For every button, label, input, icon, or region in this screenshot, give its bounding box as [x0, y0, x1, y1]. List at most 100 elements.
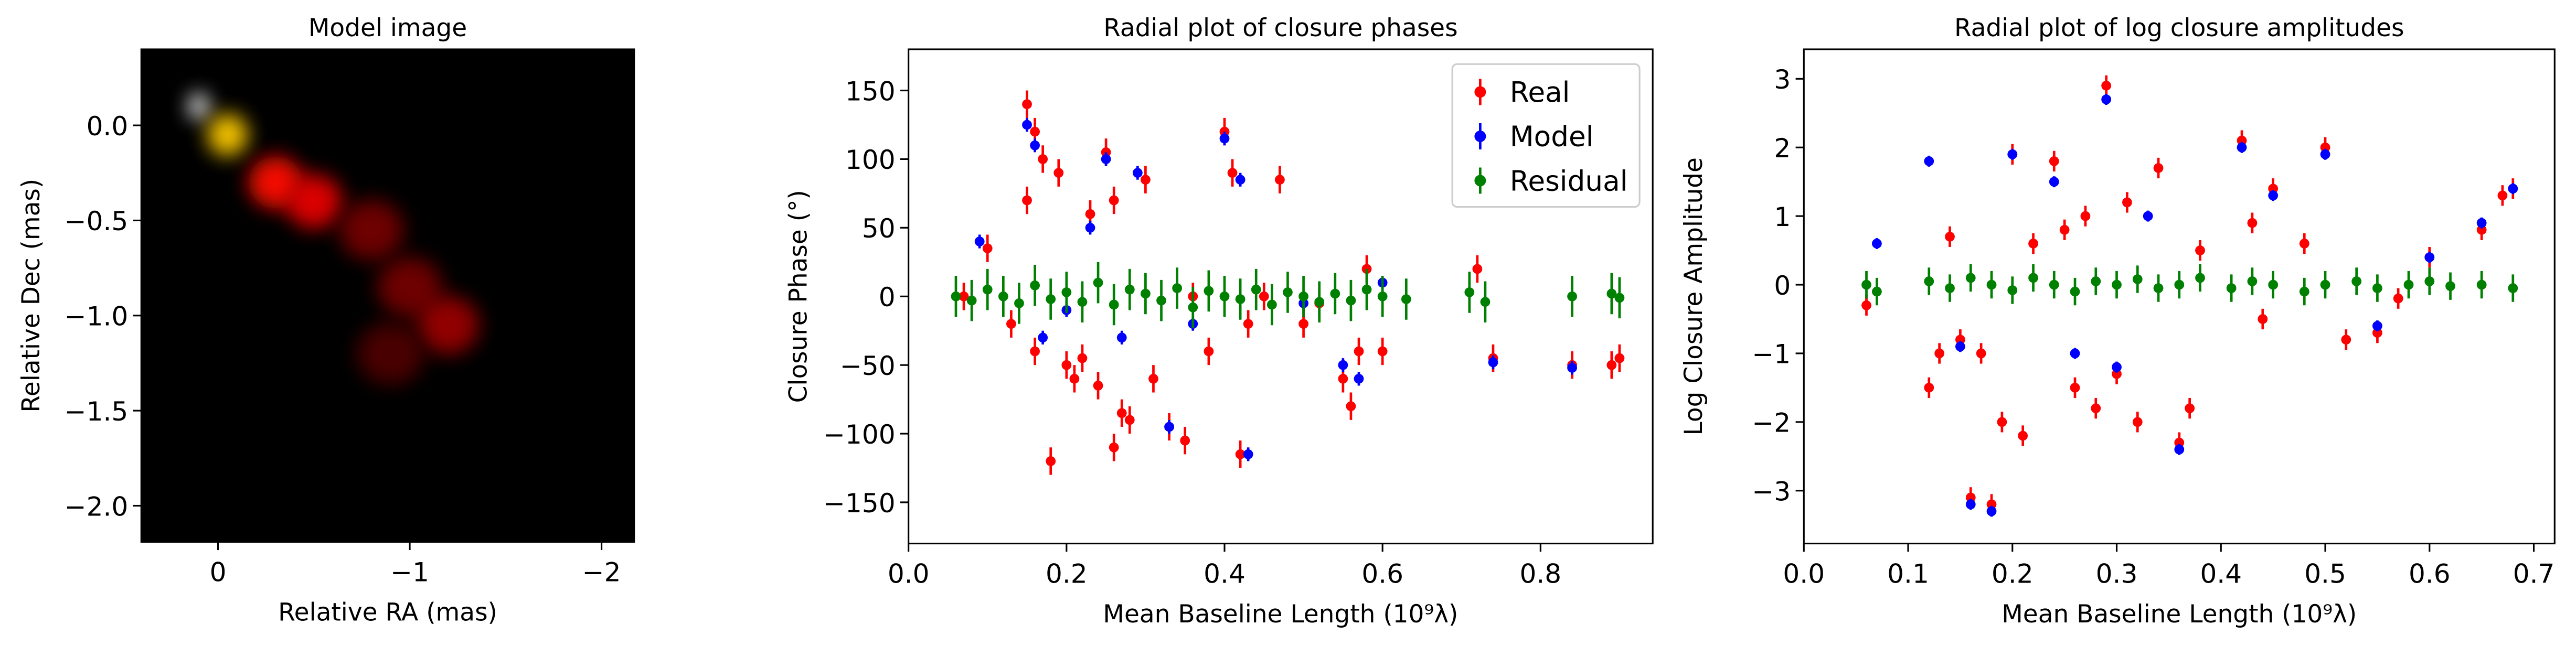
panel: 0.0 0.1 0.2 0.3 0.4 0.5 0.6 0.7 −3 −2 −1 0 1 2 3 Radial… — [1679, 14, 2556, 629]
point — [1156, 295, 1166, 306]
point — [2049, 177, 2059, 187]
point — [1030, 126, 1040, 137]
y-tick-label: −2 — [1752, 407, 1791, 438]
point — [2403, 279, 2414, 290]
point — [1567, 363, 1577, 373]
point — [1976, 348, 1986, 359]
point — [2299, 286, 2309, 297]
point — [1266, 299, 1277, 310]
point — [2237, 142, 2247, 153]
point — [1401, 294, 1411, 304]
point — [1354, 373, 1364, 384]
y-tick-label: −150 — [823, 488, 896, 519]
point — [2185, 403, 2195, 414]
point — [1038, 154, 1048, 164]
point — [1219, 133, 1230, 144]
point — [959, 291, 969, 302]
point — [2112, 362, 2122, 372]
point — [1965, 273, 1976, 283]
point — [2018, 430, 2028, 441]
point — [1377, 346, 1388, 357]
x-tick-label: 0.6 — [2409, 558, 2451, 589]
x-tick-label: 0.7 — [2513, 558, 2555, 589]
point — [1986, 279, 1997, 290]
point — [2320, 142, 2330, 153]
point — [1472, 264, 1483, 274]
y-tick-label: −0.5 — [65, 206, 129, 236]
point — [1093, 277, 1103, 288]
point — [1180, 435, 1190, 446]
x-tick-label: 0.3 — [2096, 558, 2138, 589]
point — [1204, 346, 1214, 357]
point — [1109, 442, 1119, 453]
point — [2070, 348, 2080, 359]
legend-marker — [1474, 175, 1486, 187]
point — [1871, 239, 1882, 249]
point — [1243, 319, 1253, 329]
point — [2320, 149, 2330, 159]
point — [1085, 209, 1095, 219]
point — [2372, 283, 2382, 293]
point — [1109, 299, 1119, 310]
point — [2091, 403, 2101, 414]
point — [1330, 288, 1340, 299]
point — [2101, 94, 2112, 104]
legend-marker — [1474, 131, 1486, 142]
y-tick-label: 0.0 — [87, 111, 129, 142]
point — [2153, 163, 2164, 173]
point — [1038, 332, 1048, 343]
point — [1077, 353, 1088, 363]
point — [1283, 287, 1293, 297]
point — [1022, 99, 1032, 110]
point — [1377, 291, 1388, 302]
x-tick-label: 0.6 — [1361, 558, 1403, 589]
plot-area — [141, 49, 634, 542]
point — [1488, 357, 1498, 368]
y-tick-label: 0 — [879, 282, 896, 313]
point — [2112, 369, 2122, 379]
x-tick-label: 0.5 — [2304, 558, 2346, 589]
y-tick-label: 100 — [845, 144, 896, 175]
point — [2268, 279, 2279, 290]
point — [1614, 293, 1625, 303]
point — [1235, 449, 1246, 459]
y-tick-label: 0 — [1774, 270, 1791, 301]
point — [2508, 184, 2518, 194]
y-tick-label: −50 — [840, 350, 896, 381]
image-component — [339, 200, 404, 260]
point — [1346, 295, 1356, 306]
point — [2049, 156, 2059, 166]
point — [2080, 211, 2091, 221]
point — [1030, 346, 1040, 357]
point — [1464, 287, 1475, 297]
x-axis-label: Mean Baseline Length (10⁹λ) — [2002, 600, 2357, 629]
point — [966, 295, 977, 306]
point — [2372, 328, 2382, 338]
point — [1235, 294, 1246, 304]
point — [2132, 417, 2143, 427]
chart-title: Model image — [308, 14, 467, 42]
legend-label: Model — [1510, 121, 1594, 153]
point — [1085, 222, 1095, 233]
image-component — [377, 257, 442, 317]
point — [2174, 437, 2185, 448]
y-tick-label: −1.0 — [65, 301, 129, 332]
point — [2341, 335, 2351, 345]
point — [2476, 218, 2487, 228]
point — [1014, 298, 1024, 308]
y-tick-label: −2.0 — [65, 491, 129, 522]
point — [2007, 285, 2018, 295]
point — [1061, 287, 1072, 297]
point — [974, 236, 985, 246]
point — [1275, 175, 1285, 185]
point — [1354, 346, 1364, 357]
point — [1116, 408, 1127, 418]
point — [1164, 422, 1174, 432]
point — [982, 243, 993, 254]
point — [1251, 284, 1261, 295]
point — [1861, 300, 1871, 310]
point — [1006, 319, 1016, 329]
point — [1986, 506, 1997, 516]
point — [2132, 274, 2143, 284]
